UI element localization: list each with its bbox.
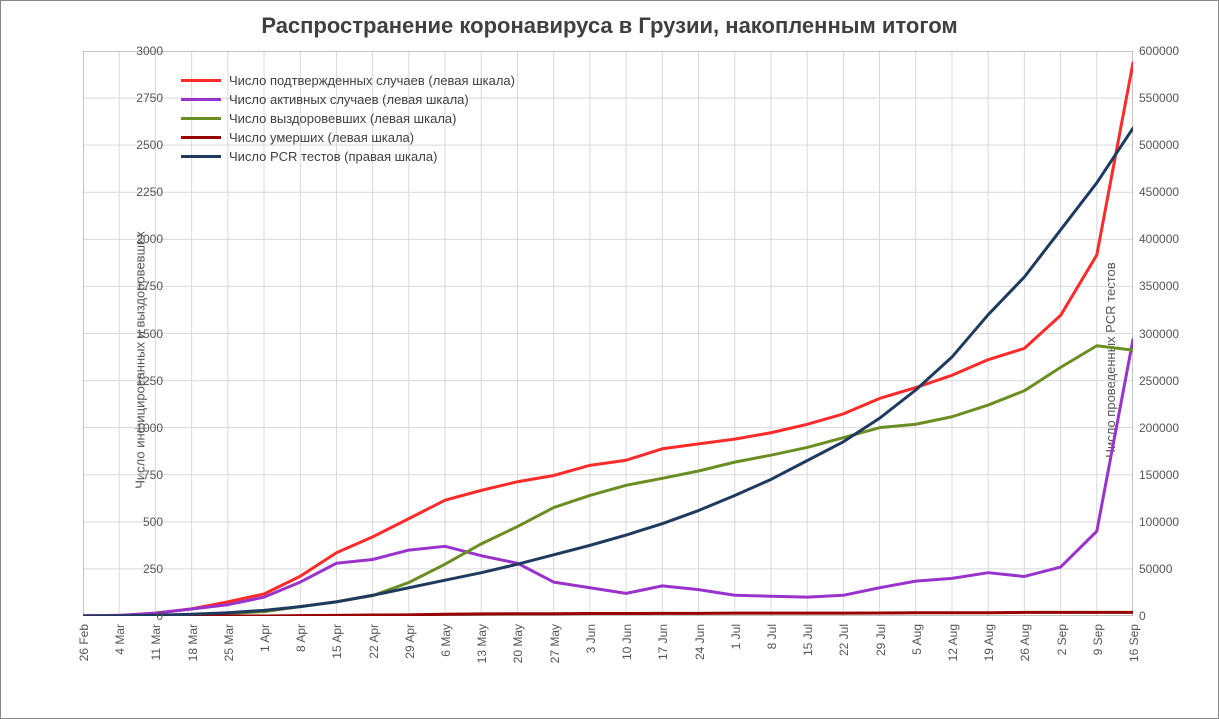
- y-tick-right: 550000: [1139, 91, 1199, 105]
- x-tick: 29 Jul: [874, 624, 888, 656]
- x-tick: 13 May: [475, 624, 489, 663]
- legend-label: Число подтвержденных случаев (левая шкал…: [229, 73, 515, 88]
- x-tick: 8 Jul: [765, 624, 779, 649]
- y-tick-left: 2250: [113, 185, 163, 199]
- x-tick: 26 Feb: [77, 624, 91, 661]
- x-tick: 1 Apr: [258, 624, 272, 652]
- y-tick-left: 1500: [113, 327, 163, 341]
- y-tick-left: 500: [113, 515, 163, 529]
- x-tick: 10 Jun: [620, 624, 634, 660]
- legend: Число подтвержденных случаев (левая шкал…: [181, 73, 515, 168]
- y-tick-left: 2750: [113, 91, 163, 105]
- x-tick: 20 May: [511, 624, 525, 663]
- y-tick-left: 750: [113, 468, 163, 482]
- y-tick-right: 150000: [1139, 468, 1199, 482]
- y-tick-left: 2000: [113, 232, 163, 246]
- legend-label: Число выздоровевших (левая шкала): [229, 111, 456, 126]
- legend-item: Число подтвержденных случаев (левая шкал…: [181, 73, 515, 88]
- y-tick-left: 1000: [113, 421, 163, 435]
- x-tick: 5 Aug: [910, 624, 924, 655]
- y-tick-right: 50000: [1139, 562, 1199, 576]
- x-tick: 15 Jul: [801, 624, 815, 656]
- y-tick-right: 500000: [1139, 138, 1199, 152]
- x-tick: 16 Sep: [1127, 624, 1141, 662]
- x-tick: 25 Mar: [222, 624, 236, 661]
- legend-label: Число умерших (левая шкала): [229, 130, 414, 145]
- legend-swatch: [181, 79, 221, 82]
- x-tick: 27 May: [548, 624, 562, 663]
- x-tick: 9 Sep: [1091, 624, 1105, 655]
- chart-container: Распространение коронавируса в Грузии, н…: [0, 0, 1219, 719]
- legend-swatch: [181, 136, 221, 139]
- x-tick: 15 Apr: [330, 624, 344, 659]
- legend-item: Число умерших (левая шкала): [181, 130, 515, 145]
- y-tick-left: 1750: [113, 279, 163, 293]
- x-tick: 2 Sep: [1055, 624, 1069, 655]
- y-tick-left: 1250: [113, 374, 163, 388]
- y-tick-right: 600000: [1139, 44, 1199, 58]
- x-tick: 26 Aug: [1018, 624, 1032, 661]
- legend-swatch: [181, 98, 221, 101]
- x-tick: 1 Jul: [729, 624, 743, 649]
- legend-item: Число активных случаев (левая шкала): [181, 92, 515, 107]
- legend-label: Число PCR тестов (правая шкала): [229, 149, 437, 164]
- y-tick-left: 2500: [113, 138, 163, 152]
- y-tick-right: 300000: [1139, 327, 1199, 341]
- x-tick: 24 Jun: [693, 624, 707, 660]
- x-tick: 4 Mar: [113, 624, 127, 655]
- x-tick: 18 Mar: [186, 624, 200, 661]
- x-tick: 8 Apr: [294, 624, 308, 652]
- legend-item: Число выздоровевших (левая шкала): [181, 111, 515, 126]
- y-tick-right: 200000: [1139, 421, 1199, 435]
- x-tick: 3 Jun: [584, 624, 598, 653]
- x-tick: 12 Aug: [946, 624, 960, 661]
- y-tick-left: 3000: [113, 44, 163, 58]
- x-tick: 22 Jul: [837, 624, 851, 656]
- legend-swatch: [181, 155, 221, 158]
- x-tick: 29 Apr: [403, 624, 417, 659]
- legend-item: Число PCR тестов (правая шкала): [181, 149, 515, 164]
- legend-label: Число активных случаев (левая шкала): [229, 92, 469, 107]
- y-tick-right: 400000: [1139, 232, 1199, 246]
- y-tick-left: 0: [113, 609, 163, 623]
- y-tick-right: 100000: [1139, 515, 1199, 529]
- x-tick: 11 Mar: [149, 624, 163, 660]
- x-tick: 19 Aug: [982, 624, 996, 661]
- chart-title: Распространение коронавируса в Грузии, н…: [1, 13, 1218, 39]
- legend-swatch: [181, 117, 221, 120]
- y-tick-right: 0: [1139, 609, 1199, 623]
- x-tick: 6 May: [439, 624, 453, 657]
- y-tick-right: 250000: [1139, 374, 1199, 388]
- y-tick-right: 350000: [1139, 279, 1199, 293]
- x-tick: 17 Jun: [656, 624, 670, 660]
- x-tick: 22 Apr: [367, 624, 381, 659]
- y-tick-right: 450000: [1139, 185, 1199, 199]
- y-tick-left: 250: [113, 562, 163, 576]
